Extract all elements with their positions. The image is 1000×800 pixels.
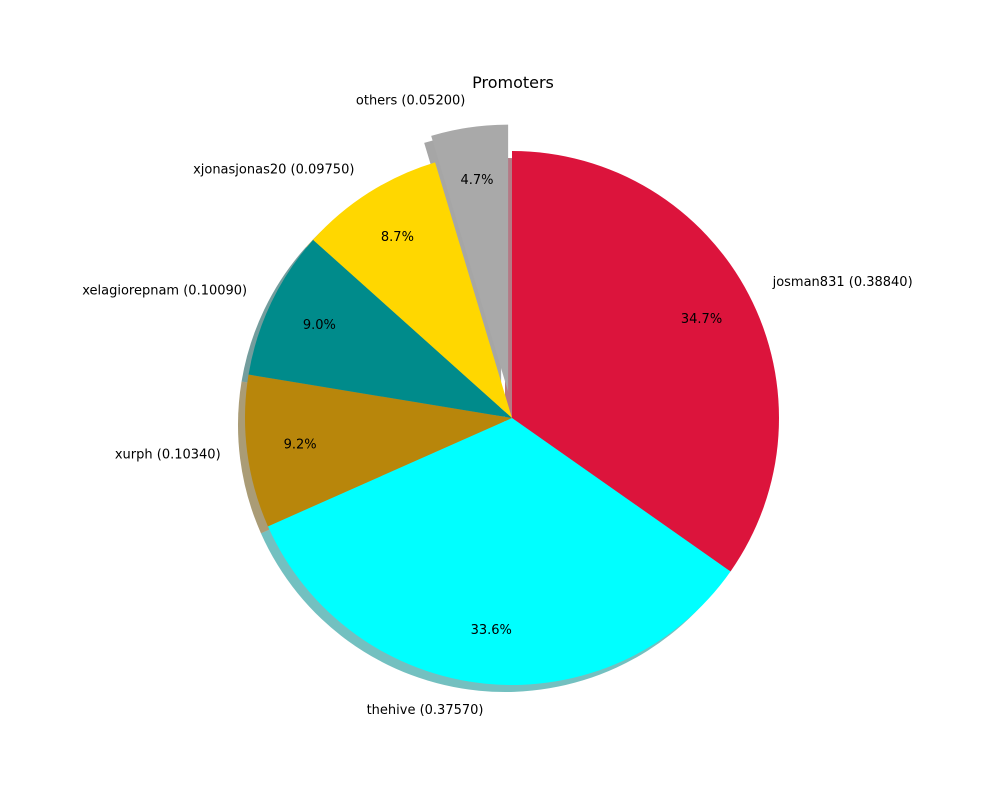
pie-slice-1[interactable] bbox=[267, 418, 731, 685]
slice-percent-1: 33.6% bbox=[471, 623, 512, 638]
slice-label-4: xjonasjonas20 (0.09750) bbox=[193, 163, 354, 178]
pie-slice-4[interactable] bbox=[313, 162, 512, 418]
slice-percent-3: 9.0% bbox=[303, 318, 336, 333]
slice-label-0: josman831 (0.38840) bbox=[772, 275, 913, 290]
slice-percent-2: 9.2% bbox=[284, 438, 317, 453]
slice-label-2: xurph (0.10340) bbox=[115, 448, 221, 463]
pie-slice-0[interactable] bbox=[512, 151, 780, 572]
label-layer: josman831 (0.38840) 34.7% thehive (0.37570… bbox=[82, 94, 912, 718]
pie-slice-2[interactable] bbox=[245, 374, 513, 527]
slice-percent-5: 4.7% bbox=[460, 173, 493, 188]
slice-label-1: thehive (0.37570) bbox=[367, 703, 484, 718]
chart-title: Promoters bbox=[472, 73, 554, 92]
slice-label-5: others (0.05200) bbox=[356, 94, 465, 109]
slice-percent-0: 34.7% bbox=[681, 312, 722, 327]
slice-percent-4: 8.7% bbox=[381, 230, 414, 245]
slice-layer bbox=[245, 124, 780, 685]
pie-slice-3[interactable] bbox=[248, 239, 512, 418]
slice-label-3: xelagiorepnam (0.10090) bbox=[82, 284, 247, 299]
pie-slice-5[interactable] bbox=[431, 124, 509, 392]
